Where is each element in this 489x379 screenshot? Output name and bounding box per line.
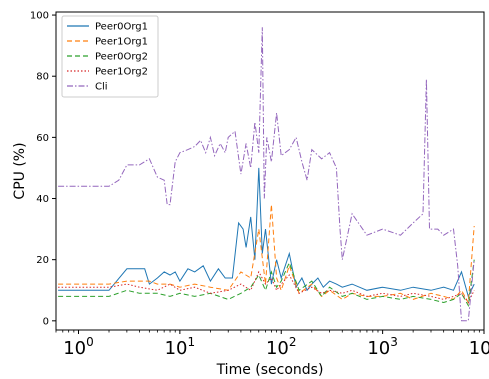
x-tick-label: 101 — [165, 335, 196, 359]
y-axis-title: CPU (%) — [12, 142, 28, 199]
series-line-peer0org2 — [58, 259, 475, 308]
legend-label: Peer0Org2 — [95, 52, 148, 63]
x-tick-label: 103 — [367, 335, 398, 359]
x-axis-title: Time (seconds) — [216, 362, 324, 378]
series-line-peer0org1 — [58, 167, 475, 298]
y-tick-label: 80 — [36, 72, 49, 83]
y-tick-label: 0 — [43, 316, 49, 327]
legend: Peer0Org1 Peer1Org1 Peer0Org2 Peer1Org2 Cli — [61, 15, 159, 98]
legend-label: Cli — [95, 82, 108, 93]
y-tick-label: 40 — [36, 194, 49, 205]
legend-label: Peer1Org2 — [95, 67, 148, 78]
series-line-cli — [58, 27, 475, 322]
legend-frame — [61, 15, 159, 98]
series-line-peer1org1 — [58, 204, 475, 305]
tick-layer: 100 101 102 103 104 0 20 40 60 80 100 — [30, 11, 489, 359]
legend-label: Peer1Org1 — [95, 37, 148, 48]
series-line-peer1org2 — [58, 270, 475, 304]
series-layer — [58, 27, 475, 322]
legend-label: Peer0Org1 — [95, 22, 148, 33]
axes-frame — [55, 11, 485, 331]
y-tick-label: 60 — [36, 133, 49, 144]
x-tick-label: 102 — [266, 335, 297, 359]
y-tick-label: 20 — [36, 255, 49, 266]
y-tick-label: 100 — [30, 11, 49, 22]
x-tick-label: 104 — [469, 335, 489, 359]
x-tick-label: 100 — [63, 335, 94, 359]
